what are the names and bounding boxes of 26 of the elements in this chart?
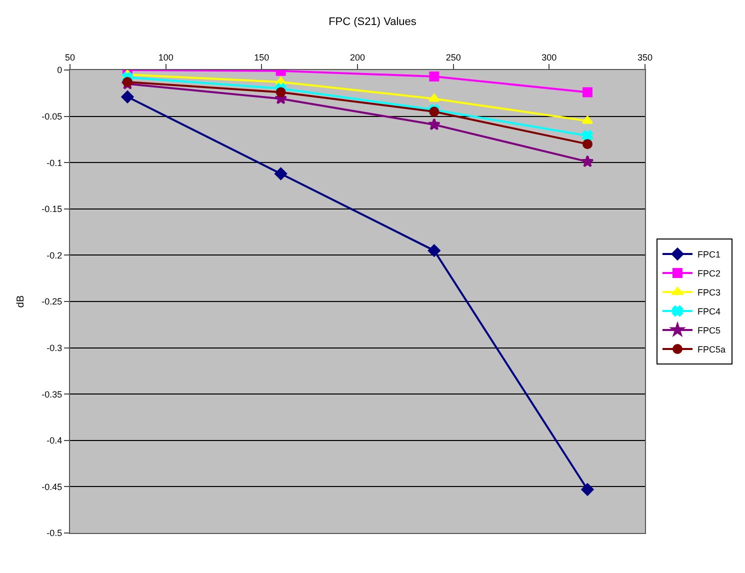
y-tick-label: -0.45 [42,482,62,492]
y-tick-label: -0.1 [46,158,62,168]
x-tick-label: 150 [254,52,270,62]
x-tick-label: 300 [542,52,557,62]
chart-title: FPC (S21) Values [328,16,417,28]
y-tick-label: -0.4 [46,436,62,446]
x-tick-label: 50 [64,52,76,62]
legend-label: FPC2 [698,268,721,279]
x-tick-label: 100 [158,52,174,62]
x-tick-label: 250 [446,52,461,62]
x-tick-label: 350 [637,52,653,62]
y-axis-title: dB [16,295,27,308]
legend-label: FPC3 [698,288,721,298]
y-tick-label: -0.2 [46,250,62,260]
legend-label: FPC5 [698,326,721,336]
legend-label: FPC5a [698,344,726,355]
y-tick-label: -0.25 [42,296,62,307]
y-tick-label: -0.5 [46,528,62,538]
y-tick-label: -0.35 [42,389,62,400]
x-tick-label: 200 [350,52,366,62]
legend-label: FPC4 [698,306,721,317]
y-tick-label: -0.15 [42,204,62,214]
y-tick-label: -0.05 [42,111,62,122]
y-tick-label: -0.3 [46,342,62,353]
y-tick-label: 0 [57,65,62,76]
legend-label: FPC1 [698,250,721,260]
